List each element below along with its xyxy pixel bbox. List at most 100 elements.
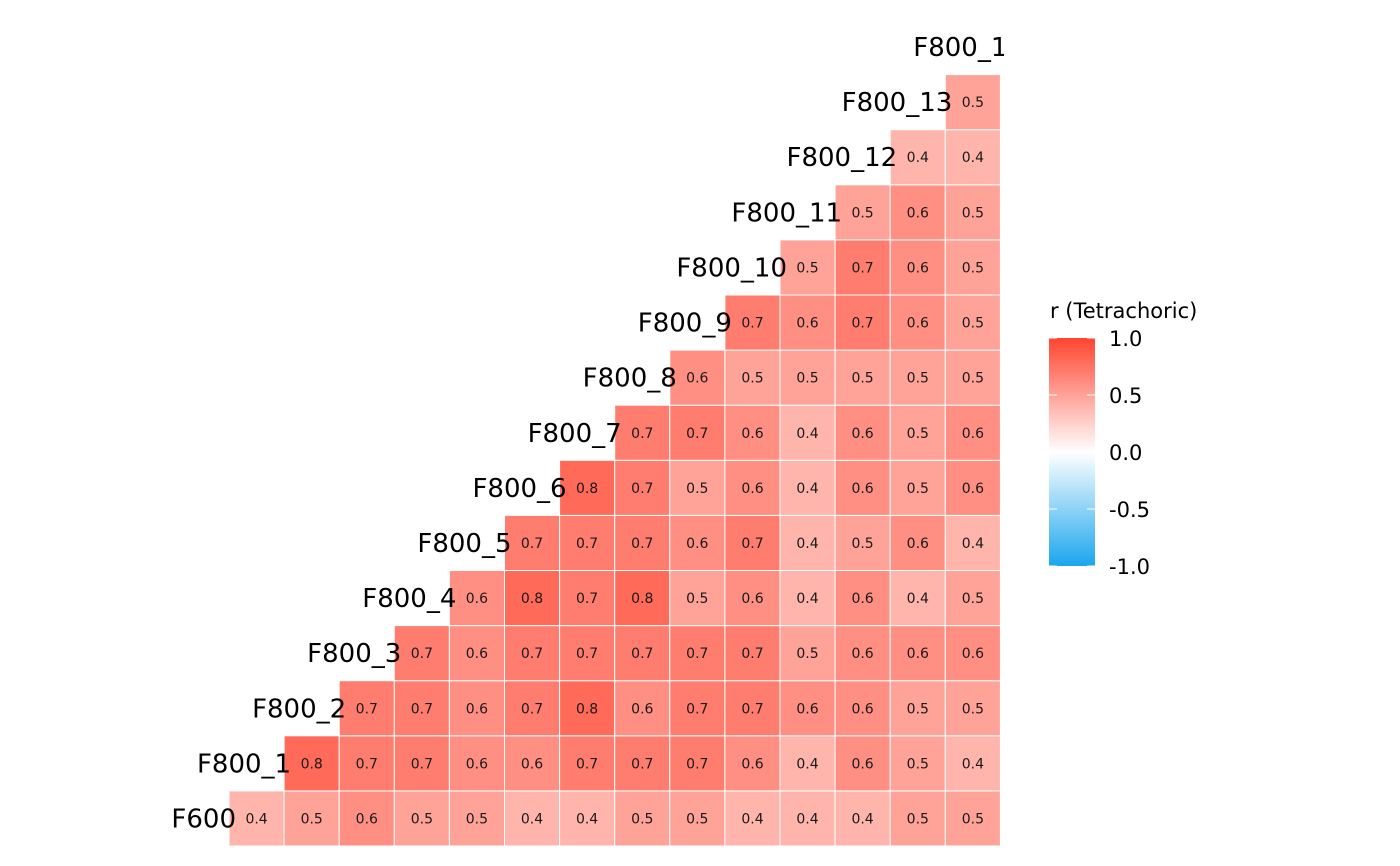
cell-value-label: 0.5 <box>962 811 984 827</box>
heatmap-cell <box>944 184 1001 241</box>
heatmap-cell <box>559 790 616 847</box>
heatmap-cell-values: 0.4 0.5 0.6 0.5 0.5 0.4 0.4 0.5 0.5 0.4 0.4 0.4 0.5 0… <box>245 95 984 827</box>
cell-value-label: 0.6 <box>741 426 763 442</box>
cell-value-label: 0.5 <box>686 481 708 497</box>
heatmap-cell <box>393 735 450 792</box>
heatmap-cell <box>448 625 505 682</box>
cell-value-label: 0.5 <box>411 811 433 827</box>
cell-value-label: 0.7 <box>521 701 543 717</box>
cell-value-label: 0.4 <box>796 811 818 827</box>
heatmap-cell <box>724 790 781 847</box>
heatmap-cell <box>944 735 1001 792</box>
color-legend: r (Tetrachoric) 1.0 0.5 0.0 -0.5 -1.0 <box>1049 299 1197 579</box>
cell-value-label: 0.7 <box>411 701 433 717</box>
cell-value-label: 0.6 <box>466 756 488 772</box>
variable-label: F800_11 <box>731 198 842 228</box>
heatmap-cell <box>559 514 616 572</box>
heatmap-cell <box>834 239 891 296</box>
cell-value-label: 0.4 <box>962 756 984 772</box>
cell-value-label: 0.7 <box>851 260 873 276</box>
cell-value-label: 0.7 <box>686 701 708 717</box>
cell-value-label: 0.6 <box>962 646 984 662</box>
cell-value-label: 0.5 <box>907 426 929 442</box>
cell-value-label: 0.6 <box>851 756 873 772</box>
cell-value-label: 0.5 <box>907 371 929 387</box>
cell-value-label: 0.7 <box>631 756 653 772</box>
cell-value-label: 0.5 <box>851 536 873 552</box>
cell-value-label: 0.8 <box>631 591 653 607</box>
heatmap-cell <box>504 735 561 792</box>
variable-label: F800_4 <box>362 584 456 614</box>
cell-value-label: 0.6 <box>851 481 873 497</box>
legend-tick-label: 0.0 <box>1109 441 1142 465</box>
heatmap-cell <box>724 294 781 351</box>
cell-value-label: 0.6 <box>851 591 873 607</box>
heatmap-cell <box>889 404 946 461</box>
heatmap-cell <box>559 459 616 516</box>
heatmap-cell <box>669 625 726 682</box>
cell-value-label: 0.5 <box>907 811 929 827</box>
variable-label: F800_6 <box>472 474 566 504</box>
heatmap-cell <box>393 680 450 737</box>
cell-value-label: 0.6 <box>962 426 984 442</box>
cell-value-label: 0.5 <box>907 701 929 717</box>
cell-value-label: 0.4 <box>796 591 818 607</box>
heatmap-cell <box>779 680 836 737</box>
heatmap-cell <box>889 625 946 682</box>
heatmap-cell <box>614 790 671 847</box>
cell-value-label: 0.5 <box>851 205 873 221</box>
cell-value-label: 0.4 <box>245 811 267 827</box>
variable-label: F600 <box>171 804 236 834</box>
heatmap-cell <box>944 570 1001 627</box>
cell-value-label: 0.4 <box>796 481 818 497</box>
cell-value-label: 0.7 <box>576 646 598 662</box>
cell-value-label: 0.6 <box>851 646 873 662</box>
cell-value-label: 0.5 <box>851 371 873 387</box>
heatmap-cell <box>889 459 946 516</box>
heatmap-cell <box>944 625 1001 682</box>
cell-value-label: 0.5 <box>962 95 984 111</box>
cell-value-label: 0.5 <box>962 316 984 332</box>
heatmap-cell <box>889 514 946 572</box>
heatmap-cell <box>944 514 1001 572</box>
cell-value-label: 0.4 <box>796 756 818 772</box>
variable-label: F800_1 <box>913 33 1007 63</box>
cell-value-label: 0.7 <box>741 646 763 662</box>
cell-value-label: 0.4 <box>796 426 818 442</box>
cell-value-label: 0.7 <box>356 701 378 717</box>
cell-value-label: 0.7 <box>741 316 763 332</box>
cell-value-label: 0.7 <box>356 756 378 772</box>
heatmap-cell <box>889 680 946 737</box>
heatmap-cell <box>669 790 726 847</box>
legend-tick-label: 0.5 <box>1109 384 1142 408</box>
heatmap-cell <box>834 735 891 792</box>
cell-value-label: 0.6 <box>907 205 929 221</box>
heatmap-cell <box>779 349 836 406</box>
cell-value-label: 0.5 <box>796 371 818 387</box>
heatmap-cell <box>834 294 891 351</box>
variable-label: F800_5 <box>417 529 511 559</box>
heatmap-cell <box>669 349 726 406</box>
legend-tick-label: -1.0 <box>1109 555 1150 579</box>
cell-value-label: 0.4 <box>851 811 873 827</box>
cell-value-label: 0.7 <box>576 756 598 772</box>
cell-value-label: 0.5 <box>796 260 818 276</box>
legend-tick-label: 1.0 <box>1109 327 1142 351</box>
heatmap-cell <box>669 570 726 627</box>
cell-value-label: 0.6 <box>851 701 873 717</box>
cell-value-label: 0.5 <box>962 591 984 607</box>
cell-value-label: 0.7 <box>686 756 708 772</box>
heatmap-cell <box>448 570 505 627</box>
cell-value-label: 0.5 <box>796 646 818 662</box>
cell-value-label: 0.5 <box>962 701 984 717</box>
heatmap-cell <box>724 349 781 406</box>
cell-value-label: 0.7 <box>411 756 433 772</box>
cell-value-label: 0.4 <box>796 536 818 552</box>
cell-value-label: 0.6 <box>686 371 708 387</box>
heatmap-cell <box>834 459 891 516</box>
cell-value-label: 0.5 <box>907 756 929 772</box>
cell-value-label: 0.4 <box>576 811 598 827</box>
heatmap-cell <box>834 184 891 241</box>
heatmap-cell <box>393 625 450 682</box>
cell-value-label: 0.6 <box>686 536 708 552</box>
